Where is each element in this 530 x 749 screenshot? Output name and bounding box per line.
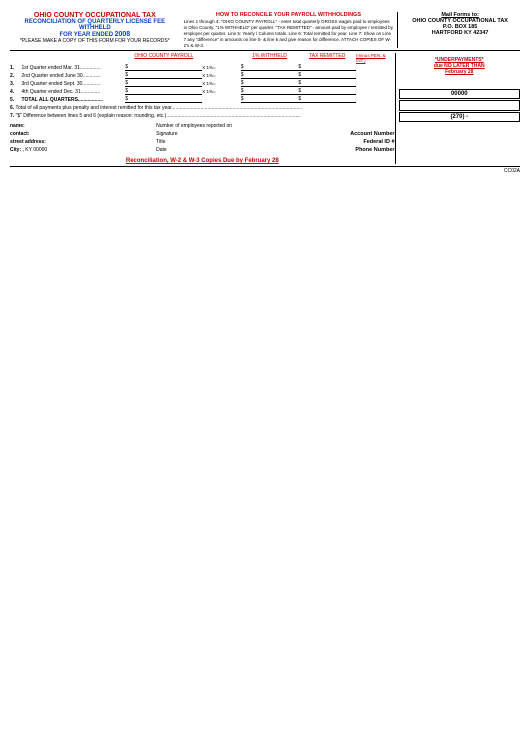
- underpayments-note: *UNDERPAYMENTS* due NO LATER THAN Februa…: [399, 57, 520, 75]
- contact-mid: Number of employees reported on Signatur…: [156, 123, 302, 155]
- q2-payroll-input[interactable]: $: [125, 72, 202, 79]
- line-6: 6. Total of all payments plus penalty an…: [10, 105, 395, 111]
- year-line: FOR YEAR ENDED 2008: [10, 31, 180, 38]
- q1-withheld-input[interactable]: $: [241, 64, 299, 71]
- contact-block: name: contact: street address: City: , K…: [10, 123, 395, 155]
- q2-remitted-input[interactable]: $: [298, 72, 356, 79]
- main-left: OHIO COUNTY PAYROLL 1% WITHHELD TAX REMI…: [10, 53, 395, 164]
- contact-right: Account Number Federal ID # Phone Number: [302, 123, 394, 155]
- quarter-row: 2. 2nd Quarter ended June 30............…: [10, 72, 395, 79]
- header-instructions: HOW TO RECONCILE YOUR PAYROLL WITHHOLDIN…: [180, 12, 398, 48]
- how-to-title: HOW TO RECONCILE YOUR PAYROLL WITHHOLDIN…: [184, 12, 394, 19]
- city-value: , KY 00000: [23, 147, 48, 153]
- quarter-row: 3. 3rd Quarter ended Sept. 30...........…: [10, 80, 395, 87]
- total-remitted-input[interactable]: $: [298, 96, 356, 103]
- name-label: name:: [10, 123, 25, 129]
- q4-payroll-input[interactable]: $: [125, 88, 202, 95]
- account-number-value[interactable]: 00000: [399, 89, 520, 99]
- col-payroll: OHIO COUNTY PAYROLL: [125, 53, 202, 63]
- q3-payroll-input[interactable]: $: [125, 80, 202, 87]
- title-label: Title: [156, 139, 302, 145]
- phone-number-label: Phone Number: [302, 147, 394, 153]
- header: OHIO COUNTY OCCUPATIONAL TAX RECONCILIAT…: [10, 12, 520, 51]
- header-left: OHIO COUNTY OCCUPATIONAL TAX RECONCILIAT…: [10, 12, 180, 48]
- main-right: *UNDERPAYMENTS* due NO LATER THAN Februa…: [395, 53, 520, 164]
- q3-remitted-input[interactable]: $: [298, 80, 356, 87]
- col-remitted: TAX REMITTED: [298, 53, 356, 63]
- q1-remitted-input[interactable]: $: [298, 64, 356, 71]
- form-bottom-border: [10, 166, 520, 167]
- q3-withheld-input[interactable]: $: [241, 80, 299, 87]
- footer-due: Reconciliation, W-2 & W-3 Copies Due by …: [10, 158, 395, 164]
- main: OHIO COUNTY PAYROLL 1% WITHHELD TAX REMI…: [10, 53, 520, 164]
- mail-to: Mail Forms to: OHIO COUNTY OCCUPATIONAL …: [397, 12, 520, 48]
- date-label: Date: [156, 147, 302, 153]
- street-label: street address:: [10, 139, 46, 145]
- copy-note: *PLEASE MAKE A COPY OF THIS FORM FOR YOU…: [10, 38, 180, 44]
- federal-id-label: Federal ID #: [302, 139, 394, 145]
- quarter-row: 1. 1st Quarter ended Mar. 31............…: [10, 64, 395, 71]
- q4-remitted-input[interactable]: $: [298, 88, 356, 95]
- form-subtitle: RECONCILIATION OF QUARTERLY LICENSE FEE …: [10, 19, 180, 31]
- contact-label: contact:: [10, 131, 29, 137]
- q4-withheld-input[interactable]: $: [241, 88, 299, 95]
- total-withheld-input[interactable]: $: [241, 96, 299, 103]
- page: OHIO COUNTY OCCUPATIONAL TAX RECONCILIAT…: [0, 0, 530, 749]
- total-payroll-input[interactable]: $: [125, 96, 202, 103]
- signature-label: Signature: [156, 131, 302, 137]
- col-withheld: 1% WITHHELD: [241, 53, 299, 63]
- form-title: OHIO COUNTY OCCUPATIONAL TAX: [10, 12, 180, 19]
- form-code: CC02A: [10, 168, 520, 174]
- q1-payroll-input[interactable]: $: [125, 64, 202, 71]
- num-employees-label: Number of employees reported on: [156, 123, 302, 129]
- federal-id-value[interactable]: [399, 100, 520, 111]
- account-number-label: Account Number: [302, 131, 394, 137]
- total-row: 5. TOTAL ALL QUARTERS.................. …: [10, 96, 395, 103]
- contact-left: name: contact: street address: City: , K…: [10, 123, 156, 155]
- quarter-row: 4. 4th Quarter ended Dec. 31............…: [10, 88, 395, 95]
- form: OHIO COUNTY OCCUPATIONAL TAX RECONCILIAT…: [10, 12, 520, 174]
- city-label: City:: [10, 147, 21, 153]
- line-7: 7. "$" Difference between lines 5 and 6 …: [10, 113, 395, 119]
- col-pen: (minus PEN. & INT.): [356, 53, 394, 63]
- year-value: 2008: [115, 31, 131, 38]
- phone-number-value[interactable]: (270) -: [399, 112, 520, 122]
- mail-city: HARTFORD KY 42347: [400, 30, 520, 36]
- column-headers: OHIO COUNTY PAYROLL 1% WITHHELD TAX REMI…: [10, 53, 395, 63]
- q2-withheld-input[interactable]: $: [241, 72, 299, 79]
- how-to-text: Lines 1 through 4: "OHIO COUNTY PAYROLL"…: [184, 19, 394, 48]
